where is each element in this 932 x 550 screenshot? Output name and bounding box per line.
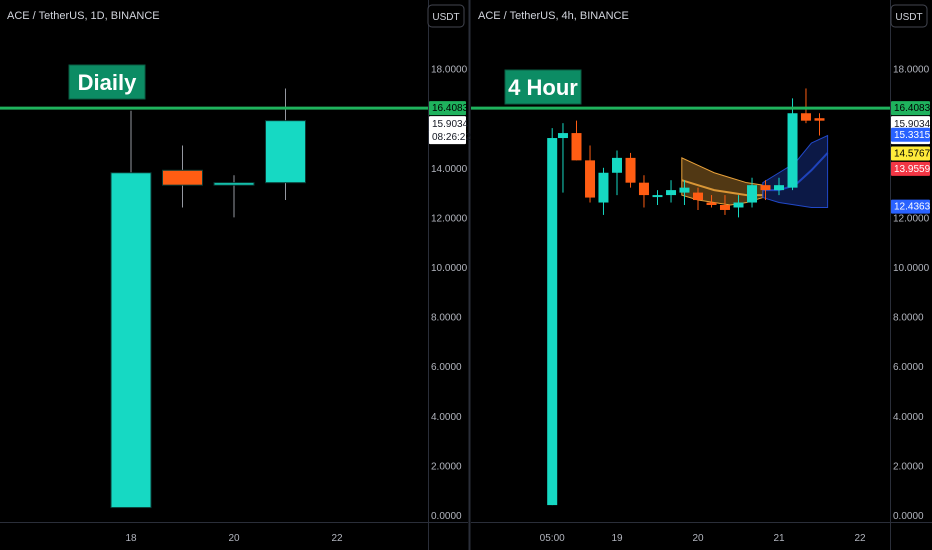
candle-body (719, 205, 730, 210)
y-tick-label: 8.0000 (431, 313, 462, 324)
currency-button[interactable]: USDT (890, 4, 928, 28)
y-tick-label: 0.0000 (431, 511, 462, 522)
candle-body (679, 187, 690, 193)
y-tick-label: 2.0000 (893, 461, 924, 472)
band-mid-price-label: 14.5767 (894, 148, 931, 159)
currency-button-frame[interactable] (890, 4, 928, 28)
x-tick-label: 18 (125, 533, 137, 544)
symbol-title: ACE / TetherUS, 4h, BINANCE (478, 10, 629, 22)
currency-button-label[interactable]: USDT (895, 12, 922, 23)
candle-body (162, 169, 203, 186)
band-lower-price-label-bg (891, 199, 930, 214)
band-red-price-label-bg (891, 161, 930, 176)
candle-body (638, 182, 649, 196)
candle-body (706, 202, 717, 205)
candle-body (585, 160, 596, 198)
band-upper-price-label: 15.3315 (894, 130, 931, 141)
y-tick-label: 12.0000 (893, 213, 930, 224)
candle-body (800, 113, 811, 121)
last-price-label-bg (429, 116, 466, 132)
y-tick-label: 18.0000 (893, 65, 930, 76)
candle-body (814, 118, 825, 121)
countdown-label: 08:26:22 (432, 132, 471, 143)
annotation-box (68, 64, 146, 100)
y-tick-label: 8.0000 (893, 313, 924, 324)
candle-body (733, 202, 744, 208)
candle-body (265, 120, 306, 184)
level-price-label: 16.4083 (894, 103, 931, 114)
panel-four-hour: ACE / TetherUS, 4h, BINANCE USDT 18.0000 12… (471, 0, 932, 550)
panel-daily: ACE / TetherUS, 1D, BINANCE USDT 18.0000 14… (0, 0, 471, 550)
y-tick-label: 10.0000 (431, 263, 468, 274)
band-mid-price-label-bg (891, 146, 930, 161)
x-tick-label: 22 (331, 533, 343, 544)
candle-body (652, 195, 663, 198)
level-price-label: 16.4083 (432, 103, 469, 114)
annotation-box (504, 69, 582, 105)
last-price-label: 15.9034 (432, 119, 469, 130)
candle-body (547, 138, 558, 506)
candle-body (625, 157, 636, 183)
candle-body (110, 172, 152, 509)
y-tick-label: 6.0000 (893, 362, 924, 373)
currency-button[interactable]: USDT (427, 4, 465, 28)
candle-body (693, 192, 703, 201)
currency-button-label[interactable]: USDT (432, 12, 459, 23)
last-price-label-bg (891, 116, 930, 132)
annotation-label: Diaily (78, 70, 137, 95)
x-tick-label: 05:00 (540, 533, 565, 544)
candle-body (774, 185, 784, 191)
annotation-label: 4 Hour (508, 75, 578, 100)
countdown-label-bg (429, 130, 466, 145)
y-tick-label: 4.0000 (893, 412, 924, 423)
last-price-label: 15.9034 (894, 119, 931, 130)
y-tick-label: 4.0000 (431, 412, 462, 423)
candle-body (747, 185, 758, 203)
x-tick-label: 20 (692, 533, 704, 544)
candle-body (612, 157, 622, 173)
level-price-label-bg (429, 101, 466, 116)
x-tick-label: 21 (773, 533, 785, 544)
candle-body (666, 190, 677, 196)
candle-body (760, 185, 771, 191)
y-tick-label: 18.0000 (431, 65, 468, 76)
currency-button-frame[interactable] (427, 4, 465, 28)
y-tick-label: 12.0000 (431, 213, 468, 224)
candle-body (571, 133, 582, 161)
candle-body (213, 182, 255, 186)
symbol-title: ACE / TetherUS, 1D, BINANCE (7, 10, 160, 22)
y-tick-label: 2.0000 (431, 461, 462, 472)
candle-body (557, 133, 568, 139)
level-price-label-bg (891, 101, 930, 116)
band-upper-price-label-bg (891, 127, 930, 142)
band-lower-price-label: 12.4363 (894, 202, 931, 213)
band-red-price-label: 13.9559 (894, 164, 931, 175)
x-tick-label: 20 (228, 533, 240, 544)
x-tick-label: 19 (611, 533, 623, 544)
x-tick-label: 22 (854, 533, 866, 544)
y-tick-label: 10.0000 (893, 263, 930, 274)
candle-body (787, 113, 798, 188)
candle-body (598, 172, 609, 203)
y-tick-label: 6.0000 (431, 362, 462, 373)
y-tick-label: 0.0000 (893, 511, 924, 522)
y-tick-label: 14.0000 (431, 164, 468, 175)
